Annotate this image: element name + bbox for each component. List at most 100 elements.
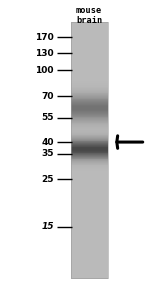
Bar <box>70 137 108 138</box>
Bar <box>70 103 108 104</box>
Bar <box>70 64 108 65</box>
Bar <box>70 272 108 274</box>
Bar <box>70 254 108 255</box>
Bar <box>70 52 108 53</box>
Bar <box>70 83 108 84</box>
Bar <box>70 243 108 245</box>
Bar <box>70 251 108 252</box>
Bar <box>70 101 108 102</box>
Bar <box>70 259 108 260</box>
Bar <box>70 245 108 246</box>
Bar <box>70 77 108 78</box>
Bar <box>70 84 108 85</box>
Bar <box>70 130 108 131</box>
Bar <box>70 219 108 220</box>
Bar <box>70 78 108 79</box>
Bar <box>70 46 108 47</box>
Bar <box>70 106 108 107</box>
Bar <box>70 121 108 122</box>
Bar <box>70 86 108 87</box>
Bar <box>70 25 108 26</box>
Bar <box>70 201 108 202</box>
Bar <box>70 89 108 90</box>
Bar <box>70 40 108 41</box>
Bar <box>70 129 108 130</box>
Text: 130: 130 <box>35 49 54 58</box>
Bar <box>70 227 108 228</box>
Bar <box>70 165 108 166</box>
Bar <box>70 73 108 74</box>
Bar <box>70 244 108 245</box>
Bar <box>70 32 108 33</box>
Bar <box>70 65 108 66</box>
Bar <box>70 205 108 207</box>
Bar <box>70 186 108 187</box>
Text: 170: 170 <box>35 33 54 42</box>
Text: 70: 70 <box>42 92 54 101</box>
Bar <box>70 33 108 34</box>
Bar <box>70 75 108 77</box>
Bar <box>70 176 108 177</box>
Bar <box>70 96 108 97</box>
Bar <box>70 177 108 179</box>
Bar <box>70 257 108 258</box>
Bar <box>70 51 108 53</box>
Bar <box>70 34 108 36</box>
Bar <box>70 191 108 192</box>
Bar <box>70 91 108 92</box>
Bar <box>70 59 108 60</box>
Bar <box>70 253 108 254</box>
Bar <box>70 154 108 155</box>
Bar <box>70 209 108 210</box>
Bar <box>70 141 108 143</box>
Bar <box>70 150 108 151</box>
Bar <box>70 255 108 256</box>
Bar <box>70 194 108 195</box>
Text: 35: 35 <box>42 149 54 158</box>
Bar <box>70 240 108 241</box>
Bar <box>70 98 108 100</box>
Bar <box>70 152 108 153</box>
Bar <box>70 223 108 224</box>
Bar <box>70 175 108 176</box>
Bar <box>70 38 108 39</box>
Bar <box>70 276 108 277</box>
Bar <box>70 72 108 73</box>
Bar <box>70 30 108 31</box>
Bar <box>70 224 108 226</box>
Bar <box>70 167 108 168</box>
Bar <box>70 29 108 30</box>
Bar <box>70 148 108 149</box>
Bar <box>70 181 108 182</box>
Bar <box>70 82 108 84</box>
Bar <box>70 66 108 67</box>
Bar <box>70 226 108 227</box>
Bar <box>70 190 108 191</box>
Bar <box>70 117 108 119</box>
Bar <box>70 180 108 181</box>
Text: 40: 40 <box>42 137 54 147</box>
Bar <box>70 56 108 57</box>
Bar <box>70 158 108 159</box>
Bar <box>70 67 108 68</box>
Bar <box>70 275 108 276</box>
Bar <box>70 99 108 100</box>
Bar <box>70 188 108 189</box>
Bar <box>70 212 108 213</box>
Bar <box>70 195 108 197</box>
Bar <box>70 236 108 238</box>
Bar <box>70 182 108 183</box>
Bar <box>70 62 108 63</box>
Bar <box>70 105 108 106</box>
Bar <box>70 262 108 263</box>
Bar <box>70 210 108 211</box>
Bar <box>70 122 108 123</box>
Bar <box>70 164 108 166</box>
Bar <box>70 125 108 126</box>
Bar <box>70 248 108 249</box>
Bar <box>70 218 108 220</box>
Bar <box>70 202 108 203</box>
Bar <box>70 273 108 274</box>
Bar <box>70 272 108 273</box>
Bar <box>70 157 108 158</box>
